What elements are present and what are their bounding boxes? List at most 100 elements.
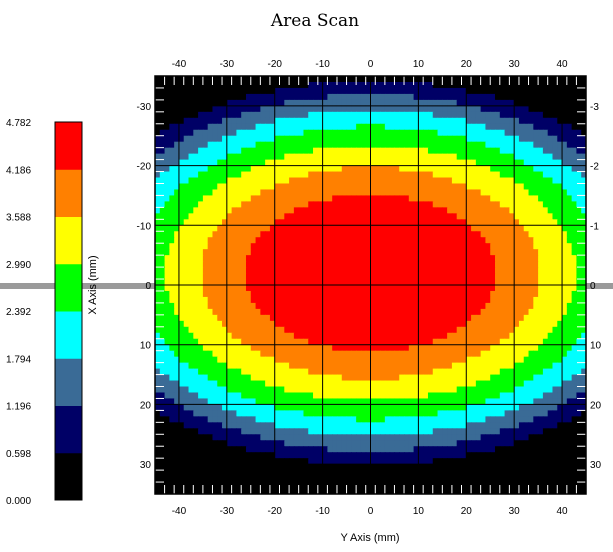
- contour-cell: [456, 183, 463, 191]
- contour-cell: [408, 171, 415, 179]
- contour-cell: [279, 231, 285, 238]
- contour-cell: [394, 219, 400, 226]
- contour-cell: [245, 338, 252, 346]
- contour-cell: [384, 147, 391, 155]
- contour-cell: [437, 141, 443, 149]
- contour-cell: [581, 195, 586, 202]
- contour-cell: [255, 81, 261, 89]
- contour-cell: [164, 189, 170, 197]
- contour-cell: [566, 225, 573, 232]
- contour-cell: [336, 123, 343, 131]
- contour-cell: [308, 398, 314, 406]
- contour-cell: [490, 231, 496, 238]
- contour-cell: [514, 237, 520, 244]
- contour-cell: [423, 350, 429, 358]
- contour-cell: [159, 267, 166, 274]
- contour-cell: [202, 332, 209, 340]
- contour-cell: [370, 285, 376, 292]
- contour-cell: [423, 308, 429, 316]
- contour-cell: [212, 129, 218, 137]
- contour-cell: [250, 189, 257, 197]
- contour-cell: [317, 153, 324, 161]
- contour-cell: [394, 386, 400, 394]
- contour-cell: [360, 93, 367, 101]
- contour-cell: [265, 344, 271, 352]
- contour-cell: [193, 302, 199, 310]
- contour-cell: [523, 314, 530, 322]
- contour-cell: [222, 93, 228, 101]
- contour-cell: [581, 123, 586, 131]
- contour-cell: [471, 99, 477, 107]
- contour-cell: [418, 338, 424, 346]
- contour-cell: [456, 398, 463, 406]
- contour-cell: [566, 177, 573, 185]
- contour-cell: [289, 207, 295, 214]
- contour-cell: [466, 99, 472, 107]
- contour-cell: [394, 267, 400, 274]
- contour-cell: [356, 153, 362, 161]
- contour-cell: [375, 99, 381, 107]
- contour-cell: [528, 135, 534, 143]
- contour-cell: [265, 308, 271, 316]
- contour-cell: [308, 285, 314, 292]
- contour-cell: [332, 326, 338, 334]
- contour-cell: [298, 189, 305, 197]
- contour-cell: [447, 261, 453, 268]
- contour-cell: [365, 314, 372, 322]
- contour-cell: [380, 267, 386, 274]
- contour-cell: [155, 362, 161, 370]
- contour-cell: [542, 267, 549, 274]
- contour-cell: [298, 159, 305, 167]
- contour-cell: [188, 237, 194, 244]
- contour-cell: [418, 141, 424, 149]
- contour-cell: [313, 350, 319, 358]
- contour-cell: [155, 141, 161, 149]
- contour-cell: [514, 201, 520, 208]
- contour-cell: [322, 285, 328, 292]
- contour-cell: [255, 279, 261, 286]
- contour-cell: [356, 93, 362, 101]
- contour-cell: [576, 123, 582, 131]
- contour-cell: [566, 392, 573, 400]
- contour-cell: [260, 231, 266, 238]
- contour-cell: [437, 302, 443, 310]
- contour-cell: [308, 207, 314, 214]
- contour-cell: [542, 81, 549, 89]
- contour-cell: [413, 356, 419, 364]
- contour-cell: [461, 177, 467, 185]
- contour-cell: [528, 320, 534, 328]
- contour-cell: [207, 117, 214, 125]
- contour-cell: [533, 76, 539, 83]
- contour-cell: [399, 237, 405, 244]
- contour-cell: [399, 386, 405, 394]
- contour-cell: [485, 386, 491, 394]
- contour-cell: [178, 135, 185, 143]
- contour-cell: [547, 392, 554, 400]
- contour-cell: [399, 314, 405, 322]
- contour-cell: [293, 332, 300, 340]
- contour-cell: [485, 279, 491, 286]
- contour-cell: [332, 93, 338, 101]
- contour-cell: [193, 87, 199, 95]
- contour-cell: [250, 111, 257, 119]
- contour-cell: [188, 249, 194, 256]
- contour-cell: [250, 76, 257, 83]
- contour-cell: [279, 207, 285, 214]
- contour-cell: [528, 368, 534, 376]
- contour-cell: [351, 123, 357, 131]
- contour-cell: [265, 177, 271, 185]
- contour-cell: [274, 398, 281, 406]
- contour-cell: [475, 243, 482, 250]
- contour-cell: [226, 123, 233, 131]
- contour-cell: [547, 213, 554, 220]
- contour-cell: [490, 362, 496, 370]
- contour-cell: [389, 243, 396, 250]
- contour-cell: [336, 99, 343, 107]
- contour-cell: [437, 386, 443, 394]
- contour-cell: [370, 231, 376, 238]
- contour-cell: [351, 290, 357, 298]
- contour-cell: [317, 392, 324, 400]
- contour-cell: [538, 207, 544, 214]
- contour-cell: [514, 392, 520, 400]
- contour-cell: [241, 129, 247, 137]
